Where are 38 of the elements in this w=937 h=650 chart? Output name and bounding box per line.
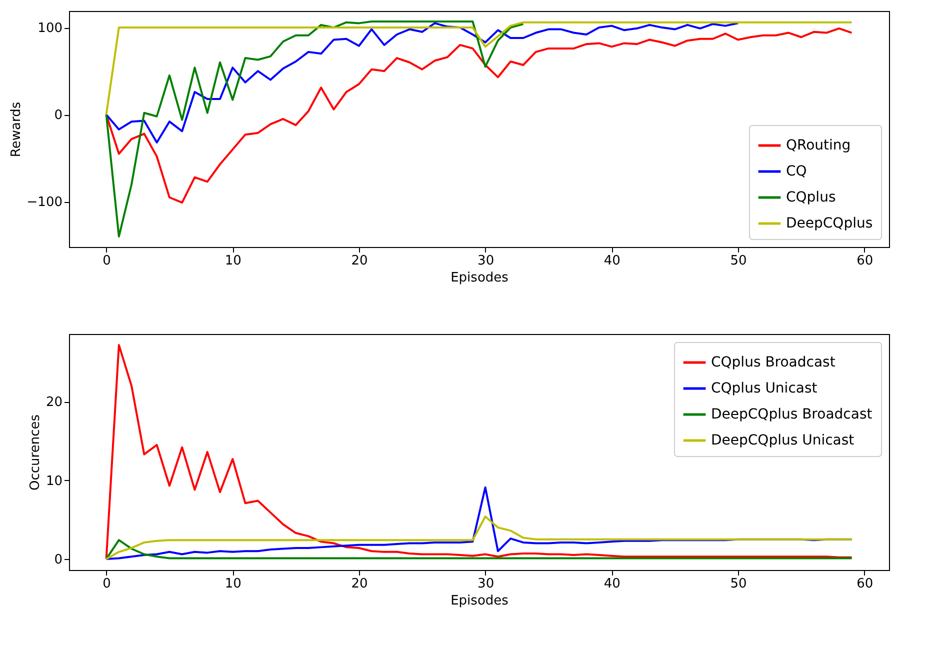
line-series — [105, 20, 524, 238]
x-tick-label: 20 — [351, 576, 368, 592]
x-tick-label: 20 — [351, 254, 368, 268]
y-tick-label: 100 — [38, 21, 62, 36]
legend-label: DeepCQplus Broadcast — [711, 406, 873, 422]
y-tick-label: 20 — [46, 395, 62, 410]
legend-label: CQplus Unicast — [711, 380, 818, 396]
legend-label: CQ — [786, 164, 807, 180]
y-tick-label: 10 — [46, 474, 62, 489]
legend-label: DeepCQplus — [786, 216, 873, 232]
x-tick-label: 50 — [730, 576, 747, 592]
x-axis-title: Episodes — [450, 594, 509, 608]
legend-label: CQplus Broadcast — [711, 354, 836, 370]
line-series — [105, 21, 853, 116]
x-tick-label: 40 — [604, 576, 620, 592]
x-tick-label: 0 — [102, 576, 111, 592]
y-tick-label: 0 — [54, 552, 62, 568]
x-tick-label: 60 — [856, 254, 874, 268]
y-tick-label: −100 — [26, 195, 62, 210]
legend-label: DeepCQplus Unicast — [711, 432, 855, 448]
y-axis-title: Rewards — [8, 102, 24, 158]
line-series — [105, 27, 853, 204]
x-tick-label: 40 — [604, 254, 620, 268]
line-series — [105, 22, 740, 144]
x-tick-label: 50 — [730, 254, 747, 268]
x-tick-label: 30 — [478, 254, 494, 268]
x-tick-label: 30 — [478, 576, 494, 592]
x-tick-label: 60 — [856, 576, 874, 592]
x-tick-label: 10 — [224, 254, 242, 268]
y-axis-title: Occurences — [28, 414, 43, 490]
legend-label: QRouting — [786, 138, 851, 154]
x-tick-label: 10 — [224, 576, 242, 592]
x-axis-title: Episodes — [450, 270, 509, 286]
y-tick-label: 0 — [54, 108, 62, 124]
legend-label: CQplus — [786, 190, 836, 206]
x-tick-label: 0 — [102, 254, 111, 268]
line-series — [105, 516, 853, 560]
line-series — [105, 539, 853, 560]
